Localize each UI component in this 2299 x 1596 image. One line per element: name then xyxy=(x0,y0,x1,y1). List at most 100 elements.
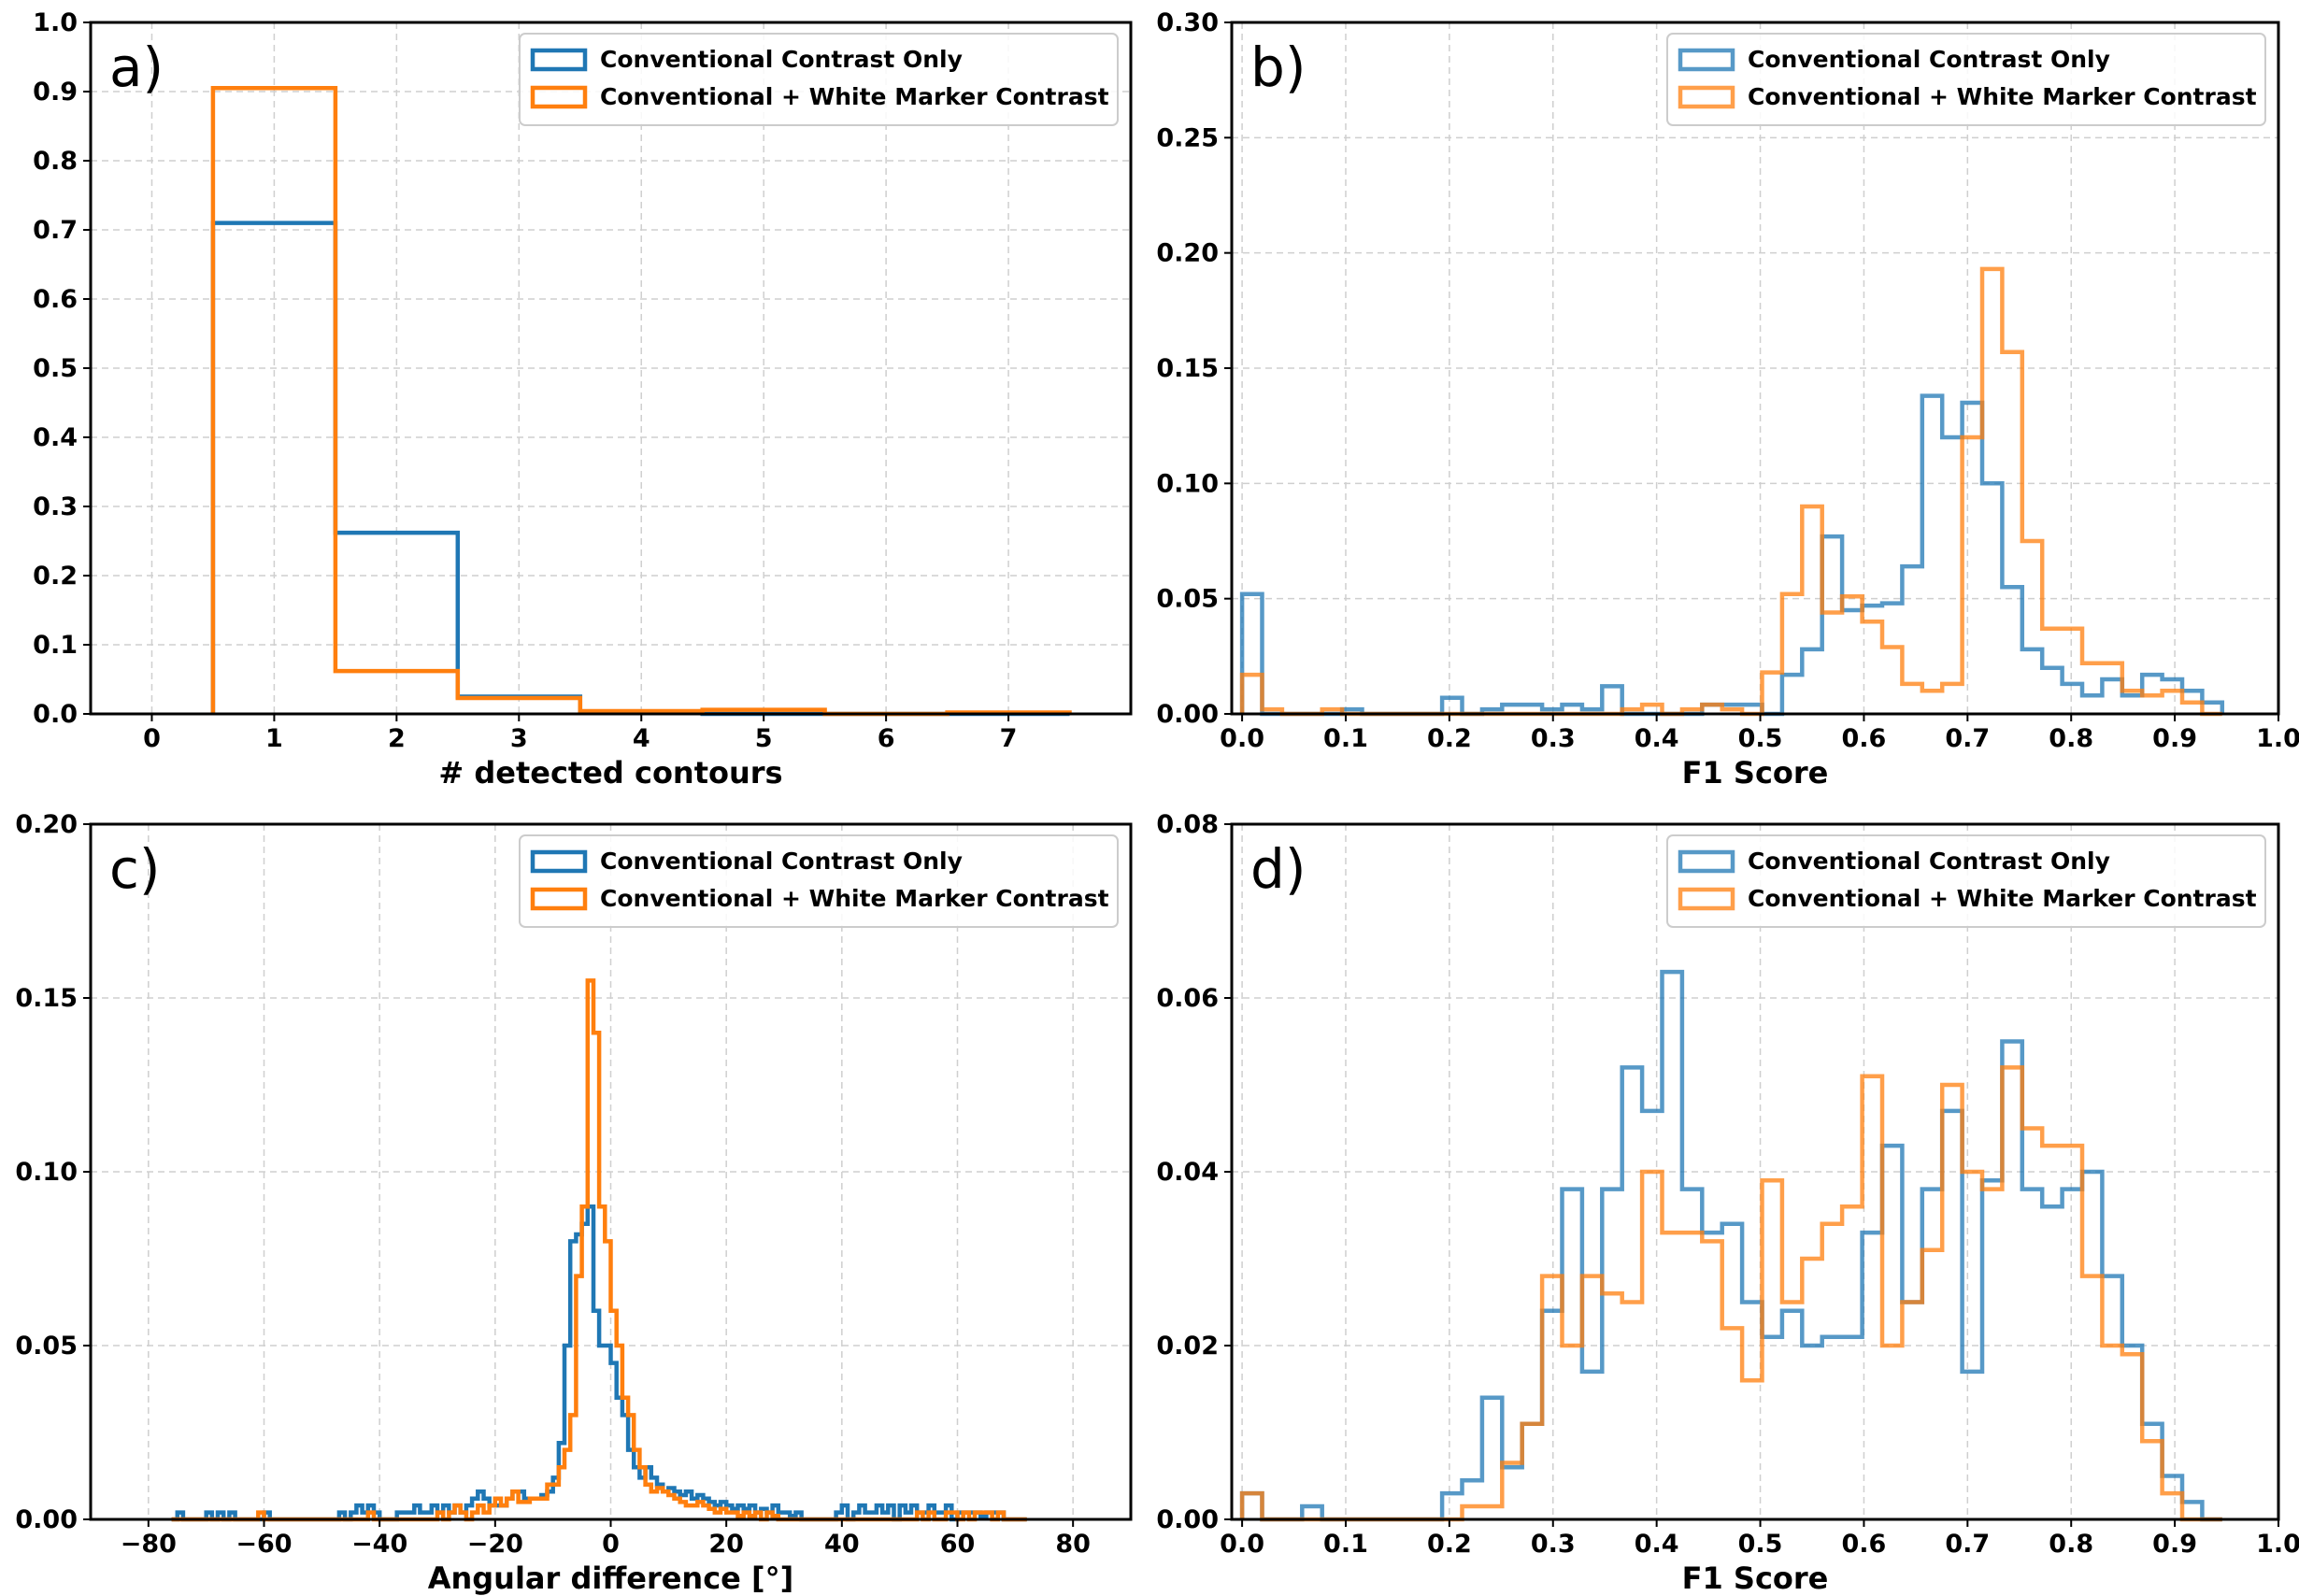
panel-label: b) xyxy=(1250,36,1306,99)
x-tick-label: 0.2 xyxy=(1427,1530,1472,1559)
x-tick-label: 60 xyxy=(940,1530,976,1559)
x-tick-label: 0.2 xyxy=(1427,724,1472,753)
y-tick-label: 0.25 xyxy=(1156,123,1219,152)
legend-label-2: Conventional + White Marker Contrast xyxy=(600,885,1109,912)
y-tick-label: 0.05 xyxy=(1156,585,1219,614)
y-tick-label: 0.8 xyxy=(33,147,78,176)
y-tick-label: 0.7 xyxy=(33,216,78,245)
y-tick-label: 0.10 xyxy=(1156,469,1219,498)
legend: Conventional Contrast Only Conventional +… xyxy=(519,33,1119,126)
x-tick-label: 0.8 xyxy=(2049,724,2093,753)
y-tick-label: 0.00 xyxy=(15,1505,78,1534)
x-tick-label: 0.7 xyxy=(1945,724,1990,753)
legend-label-2: Conventional + White Marker Contrast xyxy=(1748,83,2257,110)
x-tick-label: 0.9 xyxy=(2152,724,2197,753)
x-tick-label: −40 xyxy=(351,1530,407,1559)
x-tick-label: 20 xyxy=(708,1530,744,1559)
y-tick-label: 0.20 xyxy=(1156,239,1219,268)
legend-swatch-2 xyxy=(1678,887,1735,911)
legend-box xyxy=(519,834,1119,928)
x-tick-label: 80 xyxy=(1055,1530,1091,1559)
legend-swatch-2 xyxy=(530,85,588,109)
x-tick-label: 0.7 xyxy=(1945,1530,1990,1559)
x-tick-label: −60 xyxy=(236,1530,292,1559)
chart-panel-1: 0 1 2 3 4 5 6 7 0.0 0.1 0.2 0.3 0.4 0.5 0.6 0.7 0.8 0.9 1.… xyxy=(33,8,1133,791)
x-tick-label: 0.6 xyxy=(1842,1530,1887,1559)
x-tick-label: 0 xyxy=(143,724,161,753)
y-tick-label: 0.15 xyxy=(15,984,78,1013)
y-tick-label: 0.3 xyxy=(33,492,78,521)
histogram-series-1 xyxy=(1239,969,2222,1522)
y-tick-label: 0.06 xyxy=(1156,984,1219,1013)
legend-box xyxy=(1666,33,2266,126)
y-tick-label: 0.20 xyxy=(15,810,78,839)
y-tick-label: 0.4 xyxy=(33,423,78,452)
x-tick-label: 7 xyxy=(1000,724,1018,753)
legend-swatch-1 xyxy=(1678,849,1735,874)
x-tick-label: 0.4 xyxy=(1635,724,1679,753)
panel-label: d) xyxy=(1250,837,1306,901)
y-tick-label: 0.30 xyxy=(1156,8,1219,37)
x-tick-label: 0.8 xyxy=(2049,1530,2093,1559)
chart-panel-2: 0.0 0.1 0.2 0.3 0.4 0.5 0.6 0.7 0.8 0.9 1.0 0.00 0.0… xyxy=(1156,8,2299,791)
legend-label-2: Conventional + White Marker Contrast xyxy=(600,83,1109,110)
legend: Conventional Contrast Only Conventional +… xyxy=(519,834,1119,928)
y-tick-label: 1.0 xyxy=(33,8,78,37)
histogram-series-1 xyxy=(1239,393,2225,717)
x-tick-label: 1.0 xyxy=(2256,724,2299,753)
y-tick-label: 0.0 xyxy=(33,700,78,729)
x-axis-label: Angular difference [°] xyxy=(428,1560,794,1596)
legend-swatch-2 xyxy=(530,887,588,911)
x-tick-label: 0.3 xyxy=(1531,724,1576,753)
x-tick-label: 0.1 xyxy=(1323,1530,1368,1559)
y-tick-label: 0.9 xyxy=(33,78,78,107)
legend-label-1: Conventional Contrast Only xyxy=(600,46,963,73)
y-tick-label: 0.00 xyxy=(1156,1505,1219,1534)
y-tick-label: 0.04 xyxy=(1156,1158,1219,1187)
y-tick-label: 0.08 xyxy=(1156,810,1219,839)
y-tick-label: 0.5 xyxy=(33,354,78,383)
histogram-series-2 xyxy=(1239,266,2222,717)
legend: Conventional Contrast Only Conventional +… xyxy=(1666,834,2266,928)
legend-label-2: Conventional + White Marker Contrast xyxy=(1748,885,2257,912)
legend-box xyxy=(519,33,1119,126)
legend-swatch-1 xyxy=(530,849,588,874)
x-tick-label: 5 xyxy=(755,724,773,753)
legend-label-1: Conventional Contrast Only xyxy=(1748,46,2110,73)
y-tick-label: 0.2 xyxy=(33,562,78,591)
y-tick-label: 0.05 xyxy=(15,1332,78,1361)
y-tick-label: 0.1 xyxy=(33,631,78,660)
y-tick-label: 0.15 xyxy=(1156,354,1219,383)
panel-label: c) xyxy=(109,837,161,901)
x-tick-label: 6 xyxy=(878,724,895,753)
x-tick-label: 0.4 xyxy=(1635,1530,1679,1559)
x-tick-label: 0.3 xyxy=(1531,1530,1576,1559)
y-tick-label: 0.00 xyxy=(1156,700,1219,729)
x-tick-label: 0.6 xyxy=(1842,724,1887,753)
chart-panel-3: −80 −60 −40 −20 0 20 40 60 80 0.00 0.05 0.10 0.15 0.2… xyxy=(15,810,1133,1596)
legend-label-1: Conventional Contrast Only xyxy=(1748,848,2110,875)
x-tick-label: 2 xyxy=(388,724,406,753)
legend-label-1: Conventional Contrast Only xyxy=(600,848,963,875)
x-tick-label: 0.9 xyxy=(2152,1530,2197,1559)
x-tick-label: 4 xyxy=(633,724,650,753)
x-tick-label: 0 xyxy=(602,1530,620,1559)
legend-swatch-1 xyxy=(1678,48,1735,72)
histogram-series-1 xyxy=(171,1204,1027,1522)
x-tick-label: 0.0 xyxy=(1220,724,1264,753)
y-tick-label: 0.6 xyxy=(33,285,78,314)
histogram-series-2 xyxy=(1239,1065,2222,1522)
legend-box xyxy=(1666,834,2266,928)
legend-swatch-1 xyxy=(530,48,588,72)
x-tick-label: 0.5 xyxy=(1738,1530,1783,1559)
x-tick-label: −80 xyxy=(121,1530,177,1559)
panel-label: a) xyxy=(109,36,164,99)
x-axis-label: F1 Score xyxy=(1682,1560,1829,1596)
x-tick-label: 40 xyxy=(824,1530,860,1559)
chart-panel-4: 0.0 0.1 0.2 0.3 0.4 0.5 0.6 0.7 0.8 0.9 1.0 0.00 0.0… xyxy=(1156,810,2299,1596)
histogram-series-2 xyxy=(171,978,1027,1522)
x-tick-label: 0.1 xyxy=(1323,724,1368,753)
x-axis-label: F1 Score xyxy=(1682,755,1829,791)
y-tick-label: 0.10 xyxy=(15,1158,78,1187)
